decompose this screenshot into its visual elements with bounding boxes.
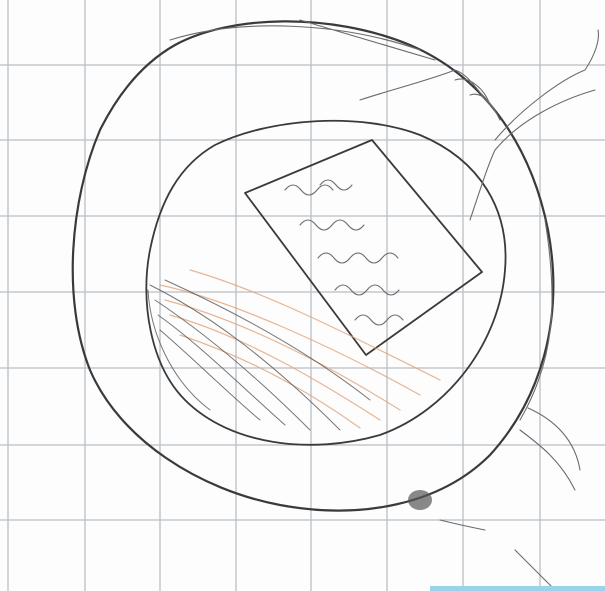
shade-stroke (149, 284, 341, 431)
inner-circle (145, 119, 507, 446)
scribble-line (317, 252, 399, 264)
finger (359, 69, 496, 111)
arm (494, 29, 599, 141)
shade-stroke (159, 329, 261, 421)
outer-circle-overstroke (169, 19, 553, 421)
scribble-line (334, 284, 400, 296)
shade-stroke (154, 299, 311, 431)
written-lines (284, 179, 404, 326)
smudge (408, 490, 432, 510)
scribble-line (354, 314, 404, 326)
shade-stroke (147, 289, 211, 411)
edge-strip (430, 586, 605, 591)
shade-stroke (159, 284, 421, 396)
shading (147, 269, 441, 431)
shade-stroke (169, 314, 381, 421)
paper-square (244, 139, 483, 356)
shade-stroke (189, 269, 441, 381)
shade-stroke (164, 279, 371, 401)
shade-stroke (179, 334, 361, 429)
scribble-line (299, 219, 365, 231)
shade-stroke (164, 299, 401, 411)
scribble-line (284, 184, 334, 196)
finger (519, 407, 581, 491)
finger (454, 78, 501, 121)
arm (469, 89, 596, 221)
scribble-line (319, 179, 353, 191)
shade-stroke (157, 314, 286, 426)
